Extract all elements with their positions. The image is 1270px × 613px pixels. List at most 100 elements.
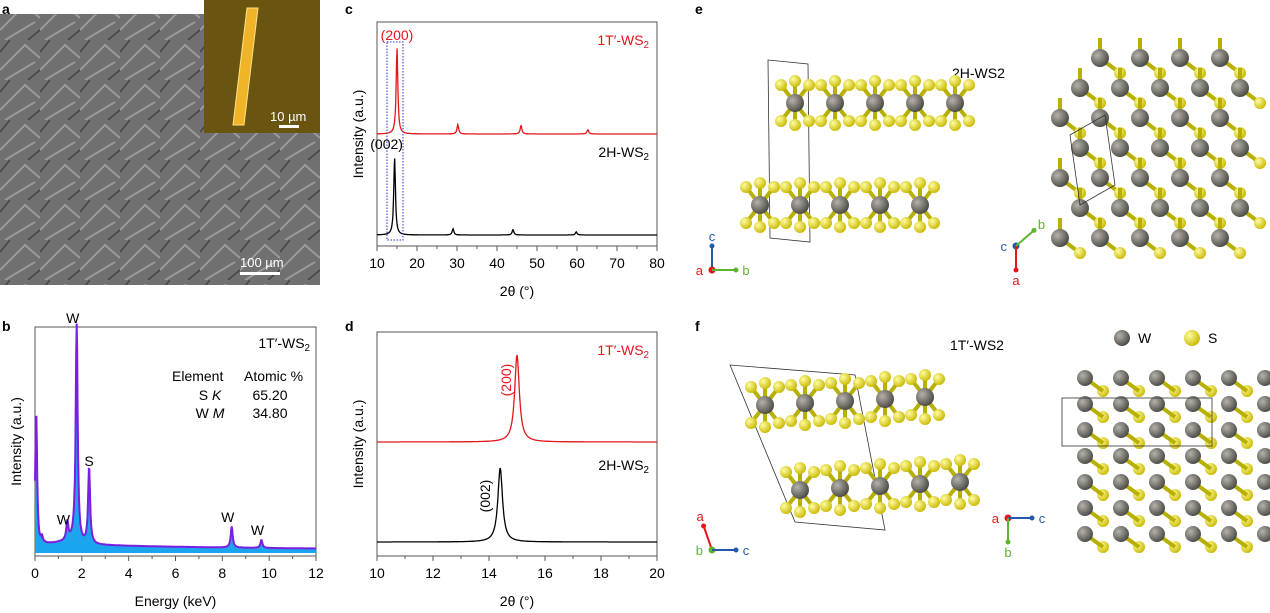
tungsten-atom [1077, 448, 1093, 464]
sulfur-atom [789, 119, 801, 131]
sulfur-atom [919, 413, 931, 425]
sulfur-atom [773, 417, 785, 429]
xrd-chart-wide: 10 20 30 40 50 60 70 80 2θ (°) Intensity (a.u.) (2… [350, 21, 665, 299]
spectrum-line [34, 323, 316, 550]
arrow-head [701, 523, 707, 529]
tungsten-atom [1077, 500, 1093, 516]
tungsten-atom [1131, 169, 1149, 187]
panel-label-a: a [2, 1, 10, 17]
x-tick-label: 10 [369, 565, 385, 581]
x-tick-label: 14 [481, 565, 497, 581]
sulfur-atom [968, 458, 980, 470]
series-line [377, 48, 657, 135]
tungsten-atom [1257, 396, 1270, 412]
sulfur-atom [829, 119, 841, 131]
tungsten-atom [1211, 49, 1229, 67]
sulfur-atom [855, 115, 867, 127]
tungsten-atom [1221, 448, 1237, 464]
sulfur-atom [874, 177, 886, 189]
table-cell: W M [196, 405, 225, 421]
axis-arrow-a [702, 525, 713, 551]
sulfur-atom [848, 217, 860, 229]
tungsten-atom [876, 390, 894, 408]
tungsten-atom [786, 94, 804, 112]
x-tick-label: 4 [125, 565, 133, 581]
sulfur-atom [895, 115, 907, 127]
sulfur-atom [855, 79, 867, 91]
highlight-box [386, 41, 404, 241]
x-axis-label: Energy (keV) [135, 593, 217, 609]
tungsten-atom [1151, 139, 1169, 157]
arrow-head [1029, 515, 1035, 521]
sulfur-atom [785, 379, 797, 391]
sulfur-atom [780, 181, 792, 193]
sulfur-atom [775, 79, 787, 91]
sulfur-atom [848, 500, 860, 512]
arrow-head [1005, 539, 1011, 545]
axis-label: a [696, 509, 704, 524]
sulfur-atom [1114, 247, 1126, 259]
tungsten-atom [1185, 500, 1201, 516]
unit-cell [729, 364, 886, 531]
series-label: 1T′-WS2 [597, 32, 649, 51]
sulfur-atom [860, 498, 872, 510]
sulfur-atom [963, 115, 975, 127]
arrow-head [1013, 267, 1019, 273]
tungsten-atom [1257, 422, 1270, 438]
sulfur-atom [808, 217, 820, 229]
sulfur-atom [874, 458, 886, 470]
tungsten-atom [756, 396, 774, 414]
tungsten-atom [1149, 474, 1165, 490]
axis-label: a [1012, 273, 1020, 288]
sulfur-atom [1154, 247, 1166, 259]
legend-s-marker [1184, 330, 1200, 346]
sulfur-atom [803, 79, 815, 91]
sulfur-atom [928, 496, 940, 508]
sulfur-atom [1074, 247, 1086, 259]
axis-triad: c b a [1001, 217, 1046, 288]
tungsten-atom [1111, 199, 1129, 217]
sulfur-atom [900, 181, 912, 193]
series-line [377, 467, 657, 543]
sulfur-atom [768, 217, 780, 229]
tungsten-atom [1211, 169, 1229, 187]
tungsten-atom [1113, 526, 1129, 542]
sulfur-atom [879, 371, 891, 383]
sulfur-atom [909, 119, 921, 131]
panel-label-c: c [345, 1, 353, 17]
series-line [377, 158, 657, 236]
tungsten-atom [1231, 199, 1249, 217]
tungsten-atom [1171, 229, 1189, 247]
sulfur-atom [860, 217, 872, 229]
tungsten-atom [1113, 370, 1129, 386]
sulfur-atom [848, 464, 860, 476]
tungsten-atom [1221, 422, 1237, 438]
sulfur-atom [853, 377, 865, 389]
tungsten-atom [906, 94, 924, 112]
sulfur-atom [820, 464, 832, 476]
tungsten-atom [1171, 49, 1189, 67]
peak-label: (200) [498, 364, 514, 397]
sulfur-atom [820, 500, 832, 512]
sulfur-atom [914, 221, 926, 233]
tungsten-atom [1221, 370, 1237, 386]
sulfur-atom [843, 115, 855, 127]
tungsten-atom [1051, 169, 1069, 187]
sulfur-atom [853, 413, 865, 425]
sulfur-atom [740, 217, 752, 229]
tungsten-atom [1221, 474, 1237, 490]
series-label: 1T′-WS2 [258, 335, 310, 354]
tungsten-atom [1149, 448, 1165, 464]
sulfur-atom [745, 381, 757, 393]
sulfur-atom [759, 421, 771, 433]
sulfur-atom [888, 498, 900, 510]
tungsten-atom [1151, 79, 1169, 97]
sulfur-atom [935, 79, 947, 91]
crystal-structures: c a b c b a a b c a c b [696, 38, 1270, 560]
sulfur-atom [839, 373, 851, 385]
unit-cell [767, 59, 811, 243]
peak-label: W [57, 511, 71, 527]
x-tick-label: 80 [649, 255, 665, 271]
tungsten-atom [791, 481, 809, 499]
panel-label-e: e [695, 1, 703, 17]
